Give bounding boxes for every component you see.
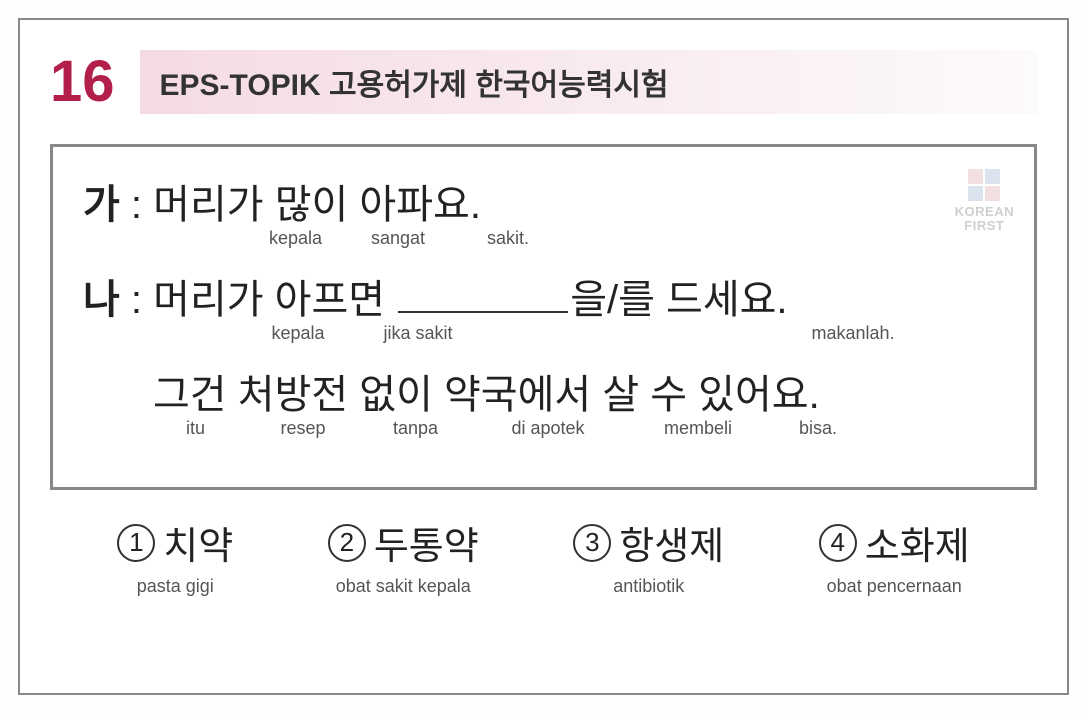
gloss: bisa. bbox=[763, 418, 873, 439]
question-card: 16 EPS-TOPIK 고용허가제 한국어능력시험 KOREAN FIRST … bbox=[18, 18, 1069, 695]
ko-word: 머리가 bbox=[153, 183, 263, 227]
ko-word: 살 수 bbox=[602, 373, 687, 417]
option-number: 4 bbox=[819, 524, 857, 562]
gloss: makanlah. bbox=[793, 323, 913, 344]
gloss: di apotek bbox=[463, 418, 633, 439]
question-box: KOREAN FIRST 가 : 머리가 많이 아파요. kepala sang… bbox=[50, 144, 1037, 490]
option-text: 항생제 bbox=[619, 515, 724, 570]
option-1[interactable]: 1 치약 pasta gigi bbox=[117, 515, 233, 597]
option-gloss: antibiotik bbox=[573, 576, 724, 597]
option-number: 2 bbox=[328, 524, 366, 562]
puzzle-icon bbox=[966, 167, 1002, 203]
ko-word: 많이 bbox=[275, 183, 349, 227]
option-number: 3 bbox=[573, 524, 611, 562]
gloss: tanpa bbox=[368, 418, 463, 439]
gloss: itu bbox=[153, 418, 238, 439]
dialogue-line-1: 가 : 머리가 많이 아파요. kepala sangat sakit. bbox=[83, 172, 1004, 249]
dialogue-line-3: 그건 처방전 없이 약국에서 살 수 있어요. itu resep tanpa … bbox=[153, 362, 1004, 439]
ko-part: 머리가 아프면 bbox=[153, 278, 385, 322]
ko-word: 처방전 bbox=[238, 373, 348, 417]
ko-word: 그건 bbox=[153, 373, 227, 417]
ko-word: 없이 bbox=[359, 373, 433, 417]
ko-part: 을/를 드세요. bbox=[570, 278, 787, 322]
dialogue-line-2: 나 : 머리가 아프면 을/를 드세요. kepala jika sakit m… bbox=[83, 267, 1004, 344]
option-3[interactable]: 3 항생제 antibiotik bbox=[573, 515, 724, 597]
option-gloss: obat sakit kepala bbox=[328, 576, 479, 597]
gloss: jika sakit bbox=[353, 323, 483, 344]
option-2[interactable]: 2 두통약 obat sakit kepala bbox=[328, 515, 479, 597]
watermark-line1: KOREAN bbox=[955, 205, 1014, 219]
option-gloss: pasta gigi bbox=[117, 576, 233, 597]
option-text: 두통약 bbox=[374, 515, 479, 570]
option-gloss: obat pencernaan bbox=[819, 576, 970, 597]
option-4[interactable]: 4 소화제 obat pencernaan bbox=[819, 515, 970, 597]
option-number: 1 bbox=[117, 524, 155, 562]
speaker-b: 나 bbox=[83, 278, 120, 322]
speaker-a: 가 bbox=[83, 183, 120, 227]
blank bbox=[398, 311, 568, 313]
ko-word: 아파요. bbox=[359, 183, 481, 227]
watermark-line2: FIRST bbox=[955, 219, 1014, 233]
gloss: sangat bbox=[348, 228, 448, 249]
gloss: sakit. bbox=[448, 228, 568, 249]
ko-word: 약국에서 bbox=[444, 373, 591, 417]
gloss: kepala bbox=[243, 323, 353, 344]
watermark-logo: KOREAN FIRST bbox=[955, 167, 1014, 234]
header: 16 EPS-TOPIK 고용허가제 한국어능력시험 bbox=[50, 50, 1037, 114]
options-row: 1 치약 pasta gigi 2 두통약 obat sakit kepala … bbox=[50, 515, 1037, 597]
gloss: kepala bbox=[243, 228, 348, 249]
ko-word: 있어요. bbox=[698, 373, 820, 417]
option-text: 소화제 bbox=[865, 515, 970, 570]
gloss: membeli bbox=[633, 418, 763, 439]
question-number: 16 bbox=[50, 53, 115, 111]
gloss: resep bbox=[238, 418, 368, 439]
option-text: 치약 bbox=[163, 515, 233, 570]
title-bar: EPS-TOPIK 고용허가제 한국어능력시험 bbox=[140, 50, 1037, 114]
